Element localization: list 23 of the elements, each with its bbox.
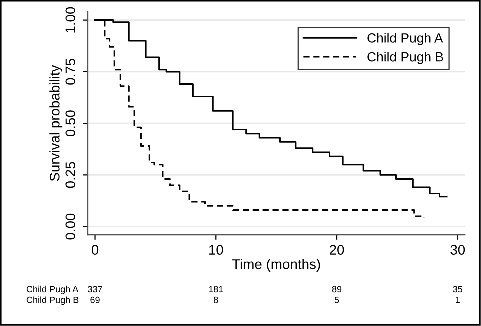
- y-tick-label: 0.00: [66, 214, 76, 240]
- x-tick-label: 20: [330, 245, 344, 255]
- x-tick-label: 0: [92, 245, 99, 255]
- text: 35: [453, 286, 463, 293]
- text: 337: [88, 286, 102, 293]
- text: 8: [214, 296, 218, 304]
- legend-label: Child Pugh A: [368, 33, 444, 46]
- legend-label: Child Pugh B: [368, 52, 444, 64]
- x-tick-label: 30: [450, 245, 466, 255]
- text: 69: [90, 296, 100, 304]
- text: Child Pugh B: [26, 296, 79, 306]
- text: 1: [456, 297, 460, 304]
- text: 89: [332, 286, 342, 293]
- y-axis-title: Survival probability: [50, 65, 63, 182]
- y-tick-label: 0.25: [66, 162, 76, 188]
- y-tick-label: 0.50: [66, 110, 76, 137]
- text: Child Pugh A: [26, 286, 79, 294]
- text: 181: [209, 286, 224, 293]
- text: 5: [334, 297, 340, 304]
- x-tick-label: 10: [209, 245, 224, 255]
- y-tick-label: 0.75: [66, 59, 76, 85]
- x-axis-title: Time (months): [232, 259, 320, 272]
- y-tick-label: 1.00: [66, 7, 76, 33]
